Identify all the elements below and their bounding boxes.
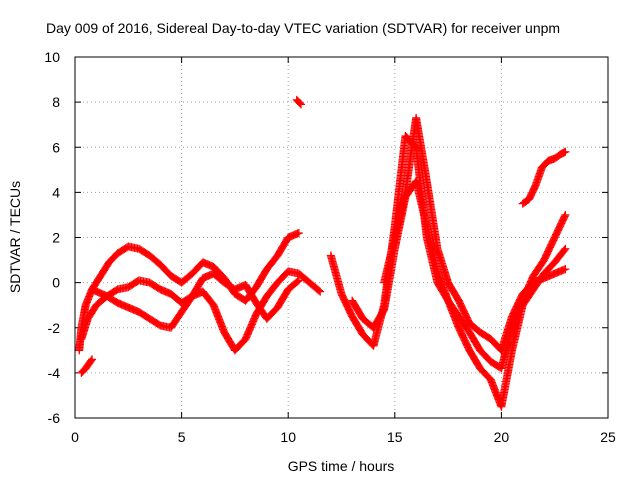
data-point <box>293 277 302 286</box>
y-axis-label: SDTVAR / TECUs <box>7 181 23 293</box>
axis-ticks <box>74 56 609 419</box>
x-tick-label: 5 <box>178 429 186 445</box>
y-tick-labels: -6 -4 -2 0 2 4 6 8 10 <box>44 49 60 426</box>
data-marks <box>75 95 570 411</box>
y-tick-label: 4 <box>52 184 60 200</box>
plot-frame <box>74 56 609 419</box>
y-tick-label: -2 <box>48 320 61 336</box>
data-point <box>561 147 570 156</box>
data-point <box>295 99 304 108</box>
data-point <box>561 265 570 274</box>
x-tick-label: 10 <box>280 429 296 445</box>
data-point <box>560 212 569 221</box>
data-point <box>294 228 303 237</box>
y-tick-label: -6 <box>48 410 61 426</box>
data-point <box>88 355 97 364</box>
data-point <box>316 287 325 296</box>
y-tick-label: 0 <box>52 275 60 291</box>
y-tick-label: 6 <box>52 139 60 155</box>
y-tick-label: 2 <box>52 230 60 246</box>
x-tick-labels: 0 5 10 15 20 25 <box>71 429 616 445</box>
data-point <box>87 356 96 365</box>
y-tick-label: 10 <box>44 49 60 65</box>
data-point <box>560 246 569 255</box>
x-axis-label: GPS time / hours <box>288 458 395 474</box>
y-tick-label: 8 <box>52 94 60 110</box>
data-point <box>296 100 305 109</box>
data-point <box>561 244 570 253</box>
data-point <box>314 286 323 295</box>
x-tick-label: 20 <box>494 429 510 445</box>
data-point <box>561 210 570 219</box>
x-tick-label: 25 <box>600 429 616 445</box>
x-tick-label: 15 <box>387 429 403 445</box>
chart-title: Day 009 of 2016, Sidereal Day-to-day VTE… <box>46 20 560 36</box>
x-tick-label: 0 <box>71 429 79 445</box>
grid <box>75 57 608 418</box>
y-tick-label: -4 <box>48 365 61 381</box>
data-point <box>294 276 303 285</box>
